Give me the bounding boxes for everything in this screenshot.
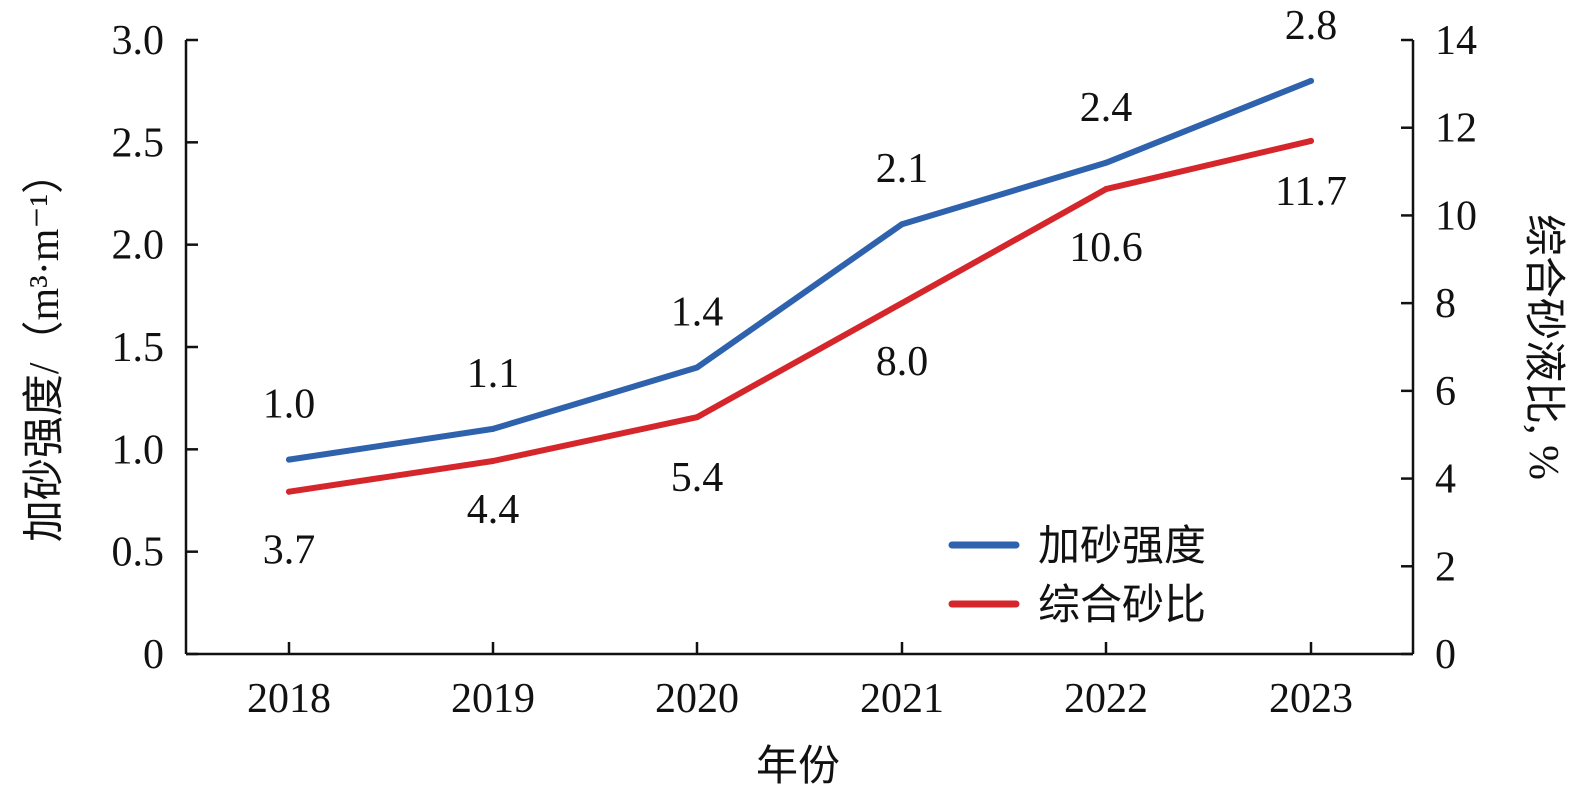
data-label-series-1: 1.4: [671, 289, 724, 335]
data-point: [1103, 186, 1109, 193]
right-y-tick-label: 0: [1435, 632, 1456, 678]
x-tick-label: 2019: [451, 676, 535, 722]
series-lines: [286, 77, 1314, 495]
data-label-series-2: 11.7: [1275, 169, 1347, 215]
data-label-series-2: 4.4: [467, 487, 520, 533]
right-y-tick-label: 2: [1435, 544, 1456, 590]
data-label-series-2: 10.6: [1069, 225, 1143, 271]
legend-label-2: 综合砂比: [1038, 582, 1206, 629]
data-label-series-1: 2.4: [1080, 85, 1133, 131]
data-point: [694, 364, 700, 371]
left-y-tick-label: 2.5: [112, 120, 165, 166]
ticks: 0 0.5 1.0 1.5 2.0 2.5 3.0 0 2 4 6 8 10 12 14 2018 2019 20…: [112, 18, 1478, 722]
x-axis-title: 年份: [756, 743, 840, 790]
left-y-tick-label: 0: [143, 632, 164, 678]
data-point: [694, 414, 700, 421]
data-point: [899, 300, 905, 307]
data-label-series-2: 3.7: [263, 528, 316, 574]
right-y-tick-label: 4: [1435, 457, 1456, 503]
data-label-series-1: 2.8: [1285, 3, 1338, 49]
data-point: [899, 221, 905, 228]
data-point: [1308, 137, 1314, 144]
x-tick-label: 2021: [860, 676, 944, 722]
right-y-tick-label: 14: [1435, 18, 1477, 64]
legend-label-1: 加砂强度: [1038, 524, 1206, 570]
right-y-tick-label: 8: [1435, 281, 1456, 327]
data-point: [1103, 159, 1109, 166]
data-point: [490, 425, 496, 432]
x-tick-label: 2022: [1064, 676, 1148, 722]
data-label-series-1: 2.1: [876, 146, 929, 192]
series-line-2: [286, 137, 1314, 495]
data-labels: 1.0 1.1 1.4 2.1 2.4 2.8 3.7 4.4 5.4 8.0 10.6 11.7: [263, 3, 1347, 574]
series-line-1: [286, 77, 1314, 463]
data-point: [286, 456, 292, 463]
data-point: [286, 488, 292, 495]
data-label-series-2: 5.4: [671, 455, 724, 501]
left-y-tick-label: 2.0: [112, 223, 165, 269]
left-y-axis-title: 加砂强度/（m³·m⁻¹）: [22, 152, 68, 542]
data-point: [1308, 77, 1314, 84]
right-y-tick-label: 10: [1435, 193, 1477, 239]
right-y-tick-label: 12: [1435, 106, 1477, 152]
right-y-axis-title: 综合砂液比, %: [1520, 214, 1567, 480]
left-y-tick-label: 0.5: [112, 530, 165, 576]
left-y-tick-label: 1.5: [112, 325, 165, 371]
data-label-series-1: 1.1: [467, 351, 520, 397]
data-point: [490, 458, 496, 465]
left-y-tick-label: 3.0: [112, 18, 165, 64]
data-label-series-2: 8.0: [876, 339, 929, 385]
x-tick-label: 2020: [655, 676, 739, 722]
left-y-tick-label: 1.0: [112, 427, 165, 473]
right-y-tick-label: 6: [1435, 369, 1456, 415]
x-tick-label: 2018: [247, 676, 331, 722]
data-label-series-1: 1.0: [263, 382, 316, 428]
axes: [184, 40, 1415, 656]
x-tick-label: 2023: [1269, 676, 1353, 722]
